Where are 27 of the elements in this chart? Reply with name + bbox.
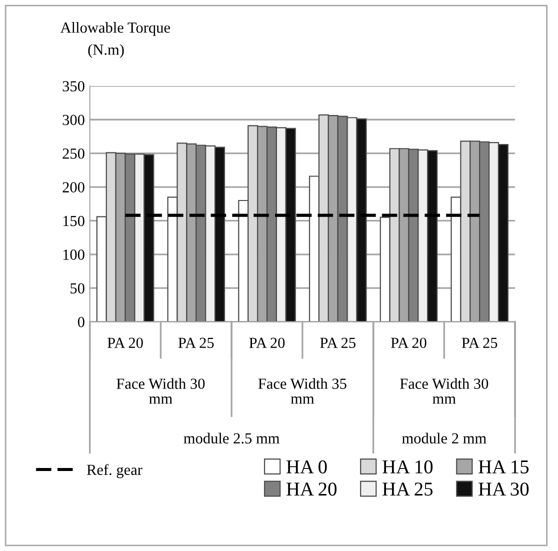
legend-label: HA 30 bbox=[478, 482, 529, 496]
text: module 2.5 mm bbox=[184, 432, 280, 444]
legend-label: Ref. gear bbox=[86, 464, 142, 478]
text: Face Width 30 mm bbox=[400, 378, 488, 404]
x-tick-label: PA 25 bbox=[178, 338, 214, 348]
text: module 2 mm bbox=[402, 432, 486, 444]
legend-label: HA 25 bbox=[382, 482, 433, 496]
legend-label: HA 0 bbox=[286, 460, 327, 474]
legend-label: HA 15 bbox=[478, 460, 529, 474]
y-tick-label: 350 bbox=[62, 81, 84, 92]
text: Face Width 35 mm bbox=[258, 378, 346, 404]
text: Face Width 30 mm bbox=[116, 378, 205, 404]
x-tick-label: PA 25 bbox=[462, 338, 498, 348]
legend-label: HA 10 bbox=[382, 460, 433, 474]
y-axis-title: Allowable Torque (N.m) bbox=[60, 22, 170, 58]
y-tick-label: 50 bbox=[70, 283, 84, 294]
x-tick-label: PA 20 bbox=[249, 338, 285, 348]
y-tick-label: 300 bbox=[62, 114, 84, 126]
y-tick-label: 200 bbox=[62, 182, 84, 192]
x-tick-label: PA 25 bbox=[320, 338, 356, 348]
x-tick-label: PA 20 bbox=[108, 338, 143, 348]
legend-label: HA 20 bbox=[286, 482, 337, 496]
y-tick-label: 0 bbox=[78, 316, 84, 328]
y-tick-label: 250 bbox=[62, 148, 84, 159]
y-tick-label: 150 bbox=[63, 216, 84, 226]
y-tick-label: 100 bbox=[63, 250, 84, 260]
x-tick-label: PA 20 bbox=[390, 338, 426, 348]
